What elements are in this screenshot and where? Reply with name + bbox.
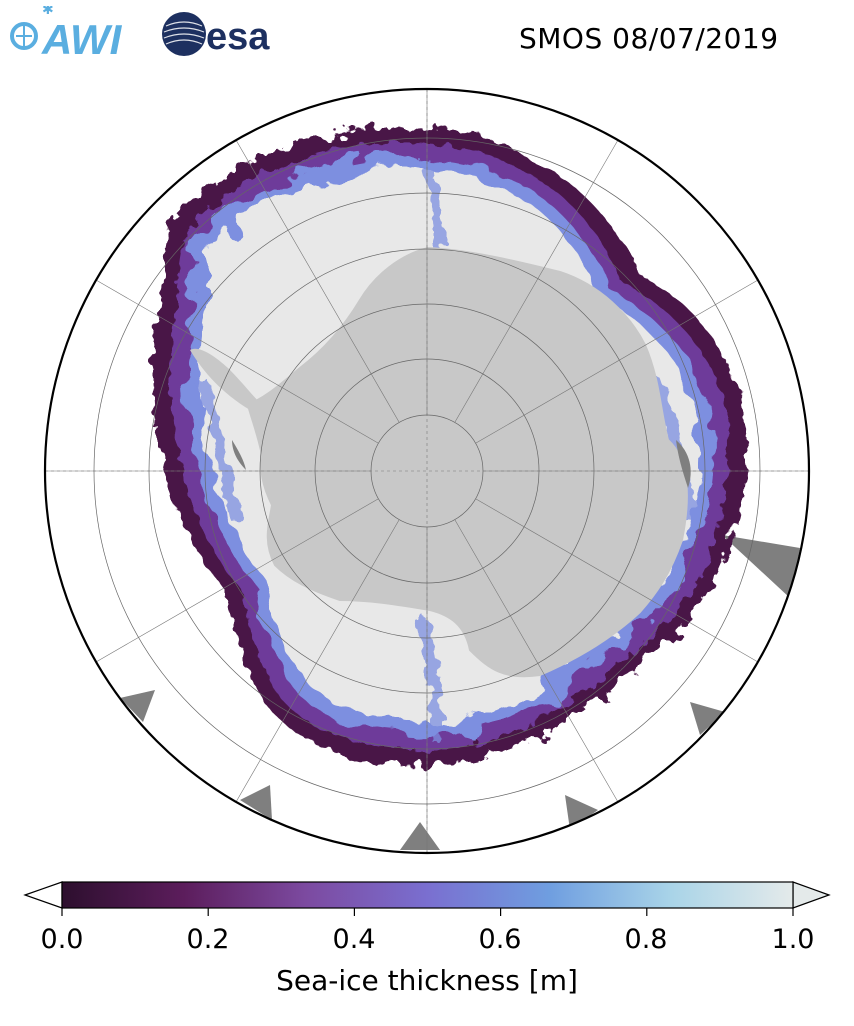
colorbar-tick-label: 0.4 xyxy=(332,924,376,955)
map-boundary-circle xyxy=(43,87,811,855)
esa-logo-text: esa xyxy=(206,16,270,58)
awi-logo-text: AWI xyxy=(41,16,123,63)
logo-group: ✱ AWI esa xyxy=(10,6,270,63)
awi-logo: ✱ AWI xyxy=(10,6,123,63)
colorbar-tick-label: 0.0 xyxy=(40,924,84,955)
colorbar-extend-low xyxy=(23,881,63,909)
esa-logo: esa xyxy=(162,12,270,58)
map-title: SMOS 08/07/2019 xyxy=(519,22,779,55)
colorbar xyxy=(23,881,831,916)
colorbar-tick-label: 1.0 xyxy=(771,924,815,955)
colorbar-extend-high xyxy=(792,881,831,909)
colorbar-tick-label: 0.8 xyxy=(624,924,668,955)
colorbar-label: Sea-ice thickness [m] xyxy=(276,964,578,997)
antarctic-map xyxy=(43,87,811,855)
colorbar-tick-label: 0.6 xyxy=(478,924,522,955)
graticule-axes xyxy=(45,89,809,853)
graticule-meridians xyxy=(45,89,809,853)
antarctica-landmass xyxy=(190,246,691,678)
colorbar-tick-label: 0.2 xyxy=(186,924,230,955)
awi-star-icon: ✱ xyxy=(42,6,54,18)
ice-shelf-wedges xyxy=(120,535,800,850)
colorbar-bar xyxy=(61,881,794,909)
colorbar-tick-marks xyxy=(61,908,794,916)
